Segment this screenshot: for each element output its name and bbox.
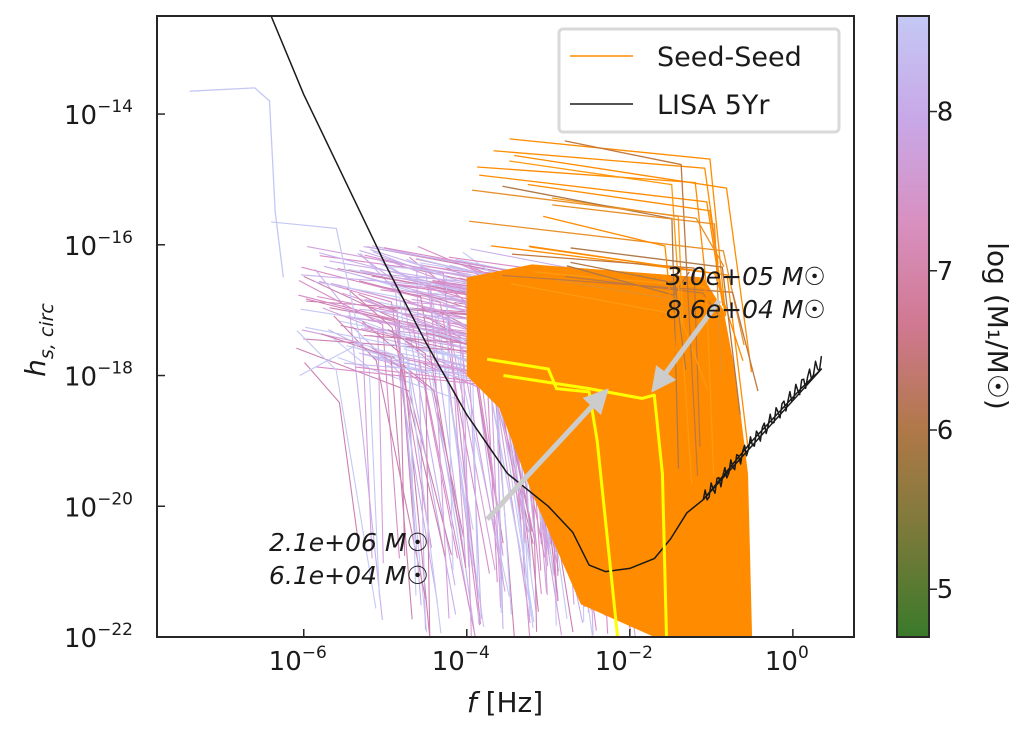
seed-seed-track: [552, 204, 723, 375]
background-track: [300, 308, 428, 633]
seed-seed-track: [490, 245, 749, 451]
background-track: [352, 340, 417, 596]
y-axis-label: hs, circ: [19, 303, 58, 377]
seed-seed-tracks: [466, 138, 759, 637]
background-track: [364, 298, 506, 592]
seed-seed-track: [502, 274, 759, 392]
seed-seed-track: [529, 246, 714, 345]
seed-seed-track: [509, 138, 727, 317]
background-track: [314, 281, 442, 634]
x-tick-label: 10−6: [269, 643, 327, 677]
annotation-upper-line2: 8.6e+04 M☉: [666, 295, 826, 324]
legend-frame: [557, 27, 841, 134]
y-tick-label: 10−14: [64, 97, 133, 131]
background-track: [298, 279, 400, 559]
plot-frame: [156, 15, 855, 638]
x-axis-label: f [Hz]: [467, 686, 543, 719]
colorbar-bar: [896, 15, 930, 638]
seed-seed-track: [511, 253, 701, 447]
seed-seed-band: [466, 264, 753, 637]
background-track: [364, 254, 482, 625]
background-track: [372, 251, 427, 630]
background-track: [296, 330, 377, 609]
colorbar: 5 6 7 8 log (M₁/M☉): [896, 15, 1014, 638]
background-track: [331, 336, 380, 597]
seed-seed-track: [564, 140, 699, 476]
seed-seed-track: [493, 150, 719, 264]
highlighted-track-1: [503, 374, 668, 637]
x-tick-label: 100: [765, 643, 809, 677]
seed-seed-track: [510, 283, 708, 389]
y-tick-label: 10−18: [64, 359, 133, 393]
background-track: [358, 280, 467, 569]
background-track: [271, 221, 362, 377]
background-track: [345, 286, 446, 556]
annotation-arrow-upper: [651, 298, 722, 393]
colorbar-tick-label: 8: [937, 98, 954, 128]
main-series: [270, 16, 823, 637]
colorbar-tick-label: 6: [937, 416, 954, 446]
background-track: [391, 356, 465, 538]
seed-seed-track: [527, 183, 726, 317]
annotation-upper-line1: 3.0e+05 M☉: [666, 262, 826, 291]
y-tick-label: 10−20: [64, 489, 133, 523]
legend-label-seed-seed: Seed-Seed: [657, 42, 802, 73]
seed-seed-track: [570, 247, 741, 415]
seed-seed-track: [543, 215, 688, 465]
legend-label-lisa: LISA 5Yr: [657, 90, 770, 121]
background-track: [356, 347, 474, 567]
annotation-lower-line1: 2.1e+06 M☉: [269, 528, 429, 557]
background-track: [330, 282, 467, 565]
background-track: [359, 269, 450, 619]
background-track: [189, 87, 285, 278]
seed-seed-track: [509, 160, 693, 484]
lisa-sensitivity-curve: [270, 16, 823, 573]
seed-seed-track: [514, 154, 753, 373]
background-track: [303, 275, 406, 556]
annotation-arrow-lower: [485, 388, 609, 522]
seed-seed-track: [479, 174, 724, 306]
annotation-arrows: [485, 298, 722, 522]
annotation-lower-line2: 6.1e+04 M☉: [269, 561, 429, 590]
x-tick-label: 10−4: [432, 643, 490, 677]
background-track: [320, 333, 413, 620]
x-tick-label: 10−2: [595, 643, 653, 677]
background-track: [387, 328, 431, 637]
background-track: [318, 252, 482, 619]
background-track: [319, 280, 432, 548]
highlighted-track-2: [486, 357, 620, 637]
colorbar-tick-label: 5: [937, 575, 954, 605]
colorbar-tick-label: 7: [937, 257, 954, 287]
y-tick-label: 10−22: [64, 620, 133, 654]
background-track: [333, 315, 427, 599]
background-track: [304, 362, 359, 543]
background-track: [296, 347, 452, 556]
annotation-upper: 3.0e+05 M☉ 8.6e+04 M☉: [666, 262, 826, 324]
y-tick-label: 10−16: [64, 228, 133, 262]
legend: Seed-Seed LISA 5Yr: [557, 27, 841, 134]
colorbar-ticks: 5 6 7 8: [929, 98, 954, 605]
background-track: [357, 312, 472, 637]
seed-seed-track: [469, 220, 745, 346]
colorbar-label: log (M₁/M☉): [981, 242, 1014, 410]
seed-seed-track: [471, 189, 725, 267]
annotation-lower: 2.1e+06 M☉ 6.1e+04 M☉: [269, 528, 429, 590]
seed-seed-track: [570, 261, 687, 371]
axis-ticks: 10−6 10−4 10−2 100 10−14 10−16 10−18 10−20 10−22: [64, 97, 809, 677]
